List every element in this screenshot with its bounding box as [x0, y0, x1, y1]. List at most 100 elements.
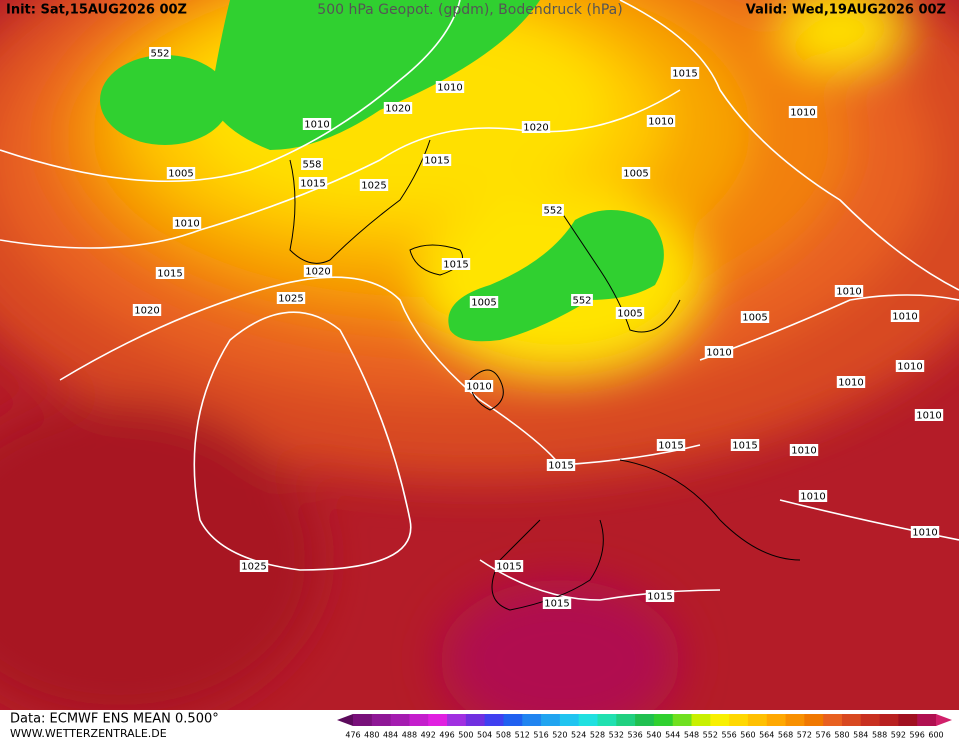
colorbar-box — [390, 714, 410, 726]
isobar-label-box — [615, 307, 645, 319]
data-source: Data: ECMWF ENS MEAN 0.500° — [10, 712, 219, 727]
isobar-label-box — [383, 102, 413, 114]
isobar-label-box — [798, 490, 828, 502]
colorbar-box — [691, 714, 711, 726]
colorbar-label: 596 — [910, 731, 925, 740]
isobar-label: 1010 — [790, 108, 815, 119]
isobar-label-box — [172, 217, 202, 229]
isobar-label: 1010 — [706, 348, 731, 359]
isobar-label-box — [656, 439, 686, 451]
isobar-label: 1010 — [912, 528, 937, 539]
colorbar-label: 564 — [759, 731, 774, 740]
isobar-label: 1020 — [134, 306, 159, 317]
colorbar-label: 540 — [646, 731, 661, 740]
colorbar-box — [841, 714, 862, 726]
isobar-label: 1025 — [361, 181, 386, 192]
colorbar-box — [447, 714, 467, 726]
map-title: 500 hPa Geopot. (gpdm), Bodendruck (hPa) — [317, 2, 622, 18]
colorbar-box — [635, 714, 655, 726]
colorbar-box — [898, 714, 918, 726]
isobar-label-box — [546, 459, 576, 471]
isobar-label: 1015 — [548, 461, 573, 472]
isobar-label-box — [621, 167, 651, 179]
isobar-label-box — [441, 258, 471, 270]
colorbar-label: 528 — [590, 731, 605, 740]
colorbar-label: 508 — [496, 731, 511, 740]
isobar-label: 1010 — [304, 120, 329, 131]
init-time: Init: Sat,15AUG2026 00Z — [6, 3, 187, 18]
isobar-label: 1005 — [742, 313, 767, 324]
isobar-label-box — [571, 294, 593, 306]
isobar-label: 1025 — [278, 294, 303, 305]
isobar-label-box — [646, 115, 676, 127]
isobar-label-box — [542, 204, 564, 216]
colorbar-label: 584 — [853, 731, 868, 740]
isobar-label: 1020 — [305, 267, 330, 278]
isobar-label: 1005 — [623, 169, 648, 180]
colorbar-label: 492 — [421, 731, 436, 740]
colorbar-label: 560 — [740, 731, 755, 740]
colorbar-label: 568 — [778, 731, 793, 740]
colorbar-arrow — [936, 714, 952, 726]
isobar-label-box — [301, 158, 323, 170]
isobar-label: 1015 — [424, 156, 449, 167]
colorbar-box — [353, 714, 373, 726]
isobar-label-box — [890, 310, 920, 322]
colorbar-box — [559, 714, 580, 726]
isobar-label-box — [239, 560, 269, 572]
colorbar-box — [747, 714, 768, 726]
isobar-label-box — [298, 177, 328, 189]
website: WWW.WETTERZENTRALE.DE — [10, 727, 167, 740]
isobar-label: 1015 — [672, 69, 697, 80]
isobar-label-box — [542, 597, 572, 609]
isobar-label-box — [740, 311, 770, 323]
isobar-label-box — [704, 346, 734, 358]
colorbar-box — [766, 714, 787, 726]
colorbar-label: 476 — [345, 731, 360, 740]
colorbar-box — [465, 714, 486, 726]
colorbar-label: 576 — [816, 731, 831, 740]
isobar-label-box — [910, 526, 940, 538]
isobar-label: 1010 — [466, 382, 491, 393]
isobar-label-box — [521, 121, 551, 133]
isobar-label-box — [132, 304, 162, 316]
colorbar-box — [578, 714, 598, 726]
isobar-label: 552 — [543, 206, 562, 217]
isobar-label-box — [834, 285, 864, 297]
isobar-label: 552 — [150, 49, 169, 60]
isobar-label-box — [730, 439, 760, 451]
isobar-label: 558 — [302, 160, 321, 171]
isobar-label: 1015 — [647, 592, 672, 603]
colorbar-box — [860, 714, 881, 726]
colorbar-label: 600 — [928, 731, 943, 740]
colorbar-box — [503, 714, 523, 726]
colorbar-label: 552 — [703, 731, 718, 740]
isobar-label-box — [836, 376, 866, 388]
isobar-label-box — [166, 167, 196, 179]
isobar-label-box — [303, 265, 333, 277]
isobar-label: 1015 — [658, 441, 683, 452]
colorbar-box — [541, 714, 561, 726]
colorbar-box — [917, 714, 937, 726]
isobar-label: 1020 — [385, 104, 410, 115]
colorbar-label: 496 — [439, 731, 454, 740]
colorbar-label: 588 — [872, 731, 887, 740]
isobar-label-box — [645, 590, 675, 602]
colorbar-box — [371, 714, 392, 726]
colorbar-label: 580 — [834, 731, 849, 740]
isobar-label: 1020 — [523, 123, 548, 134]
colorbar-label: 512 — [515, 731, 530, 740]
colorbar-label: 520 — [552, 731, 567, 740]
isobar-label-box — [359, 179, 389, 191]
colorbar-box — [616, 714, 636, 726]
colorbar-box — [823, 714, 843, 726]
colorbar-label: 532 — [609, 731, 624, 740]
isobar-label: 1015 — [496, 562, 521, 573]
colorbar-label: 500 — [458, 731, 473, 740]
colorbar-label: 536 — [627, 731, 642, 740]
isobar-label-box — [302, 118, 332, 130]
colorbar-arrow — [337, 714, 353, 726]
colorbar-label: 504 — [477, 731, 492, 740]
colorbar-label: 544 — [665, 731, 680, 740]
